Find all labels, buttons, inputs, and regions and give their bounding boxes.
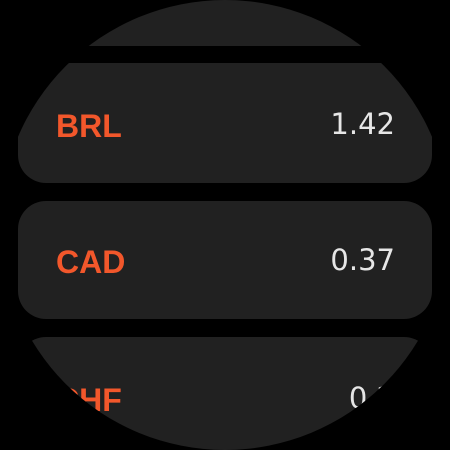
currency-rate-value: 0.37 [330,243,395,277]
list-item-partial-top[interactable] [18,0,432,46]
list-item-chf[interactable]: CHF 0.2 [18,337,432,450]
currency-code-label: CAD [56,244,126,280]
currency-code-label: BRL [56,108,122,144]
currency-rate-value: 1.42 [330,107,395,141]
list-item-brl[interactable]: BRL 1.42 [18,63,432,183]
currency-code-label: CHF [56,382,122,418]
currency-rate-value: 0.2 [348,381,395,415]
list-item-cad[interactable]: CAD 0.37 [18,201,432,319]
